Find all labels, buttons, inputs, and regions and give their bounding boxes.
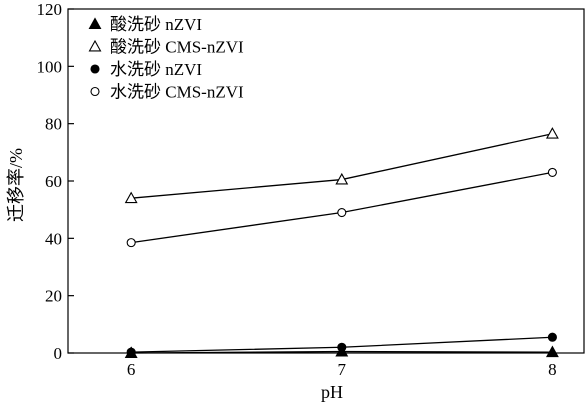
legend-marker-3 [90, 64, 100, 74]
y-axis-title: 迁移率/% [6, 148, 26, 222]
y-tick-label: 80 [45, 115, 62, 134]
legend-label-3: 水洗砂 nZVI [110, 60, 202, 79]
series-2 [124, 127, 559, 204]
legend-label-4: 水洗砂 CMS-nZVI [110, 83, 244, 102]
series-2-point [124, 191, 138, 204]
series-1-point [545, 345, 559, 358]
series-3-point [337, 342, 347, 352]
series-layer [124, 127, 559, 358]
y-tick-label: 40 [45, 229, 62, 248]
x-tick-label: 6 [127, 360, 136, 379]
series-3-point [126, 347, 136, 357]
legend-layer: 酸洗砂 nZVI 酸洗砂 CMS-nZVI 水洗砂 nZVI 水洗砂 CMS-nZVI [88, 15, 244, 102]
series-4-point [126, 238, 136, 248]
series-2-line [131, 133, 553, 199]
y-tick-label: 20 [45, 287, 62, 306]
series-3 [126, 332, 557, 357]
y-tick-label: 60 [45, 172, 62, 191]
series-2-point [335, 172, 349, 185]
legend-marker-4 [90, 86, 100, 97]
y-tick-label: 120 [37, 0, 63, 19]
x-tick-label: 7 [338, 360, 347, 379]
series-2-point [545, 127, 559, 139]
x-tick-label: 8 [548, 360, 557, 379]
series-4-point [337, 207, 347, 218]
y-tick-label: 0 [54, 344, 63, 363]
legend-label-1: 酸洗砂 nZVI [110, 15, 202, 34]
series-4-point [547, 167, 557, 177]
legend-marker-1 [88, 17, 102, 29]
series-4 [126, 167, 557, 248]
legend-marker-2 [88, 39, 102, 52]
legend-label-2: 酸洗砂 CMS-nZVI [110, 38, 244, 57]
series-3-point [547, 332, 557, 342]
axes-layer: 0 20 40 60 80 100 120 6 7 8 [37, 0, 585, 379]
x-axis-title: pH [321, 382, 343, 402]
y-tick-label: 100 [37, 57, 63, 76]
